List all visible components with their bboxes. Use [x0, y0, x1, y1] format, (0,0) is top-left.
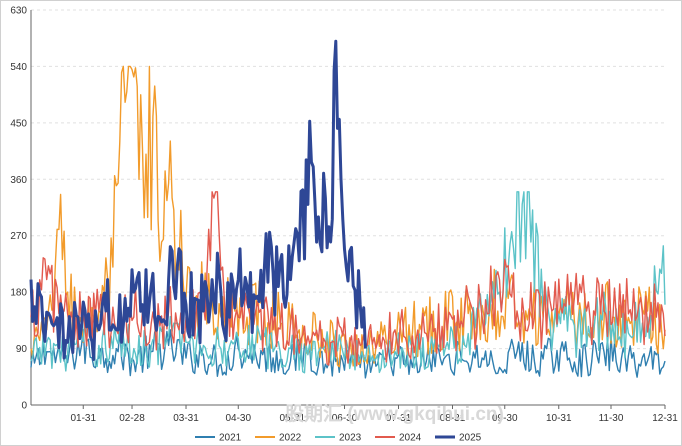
legend-label: 2024 [399, 433, 422, 444]
y-tick-label: 0 [21, 401, 27, 412]
legend-label: 2025 [459, 433, 482, 444]
x-tick-label: 06-30 [332, 413, 358, 424]
x-tick-label: 01-31 [70, 413, 96, 424]
legend-label: 2021 [219, 433, 242, 444]
x-tick-label: 09-30 [492, 413, 518, 424]
y-tick-label: 270 [10, 231, 27, 242]
series-line-2025 [29, 39, 367, 361]
x-tick-label: 10-31 [546, 413, 572, 424]
x-tick-label: 07-31 [386, 413, 412, 424]
x-tick-label: 12-31 [652, 413, 678, 424]
x-tick-label: 08-31 [440, 413, 466, 424]
legend-label: 2022 [279, 433, 302, 444]
watermark-text: 股期汇 (www.gkqihui.cn) [285, 403, 504, 425]
legend-item-2024[interactable]: 2024 [375, 433, 422, 444]
x-tick-label: 04-30 [225, 413, 251, 424]
legend[interactable]: 2021 2022 2023 2024 2025 [195, 433, 482, 444]
legend-label: 2023 [339, 433, 362, 444]
x-tick-label: 11-30 [599, 413, 624, 424]
x-tick-label: 02-28 [119, 413, 145, 424]
legend-item-2022[interactable]: 2022 [255, 433, 302, 444]
y-tick-label: 450 [10, 118, 27, 129]
y-axis: 0 90 180 270 360 450 540 630 [10, 6, 32, 412]
y-tick-label: 90 [16, 344, 28, 355]
y-tick-label: 630 [10, 6, 27, 17]
x-tick-label: 05-31 [279, 413, 305, 424]
series-layer [29, 39, 666, 379]
x-axis: 01-31 02-28 03-31 04-30 05-31 06-30 07-31 08-31… [31, 404, 678, 424]
legend-item-2021[interactable]: 2021 [195, 433, 242, 444]
series-line-2024 [30, 191, 666, 367]
legend-item-2023[interactable]: 2023 [315, 433, 362, 444]
series-line-2023 [30, 191, 666, 374]
y-tick-label: 360 [10, 175, 27, 186]
x-tick-label: 03-31 [173, 413, 199, 424]
y-tick-label: 180 [10, 288, 27, 299]
y-tick-label: 540 [10, 62, 27, 73]
legend-item-2025[interactable]: 2025 [435, 433, 482, 444]
